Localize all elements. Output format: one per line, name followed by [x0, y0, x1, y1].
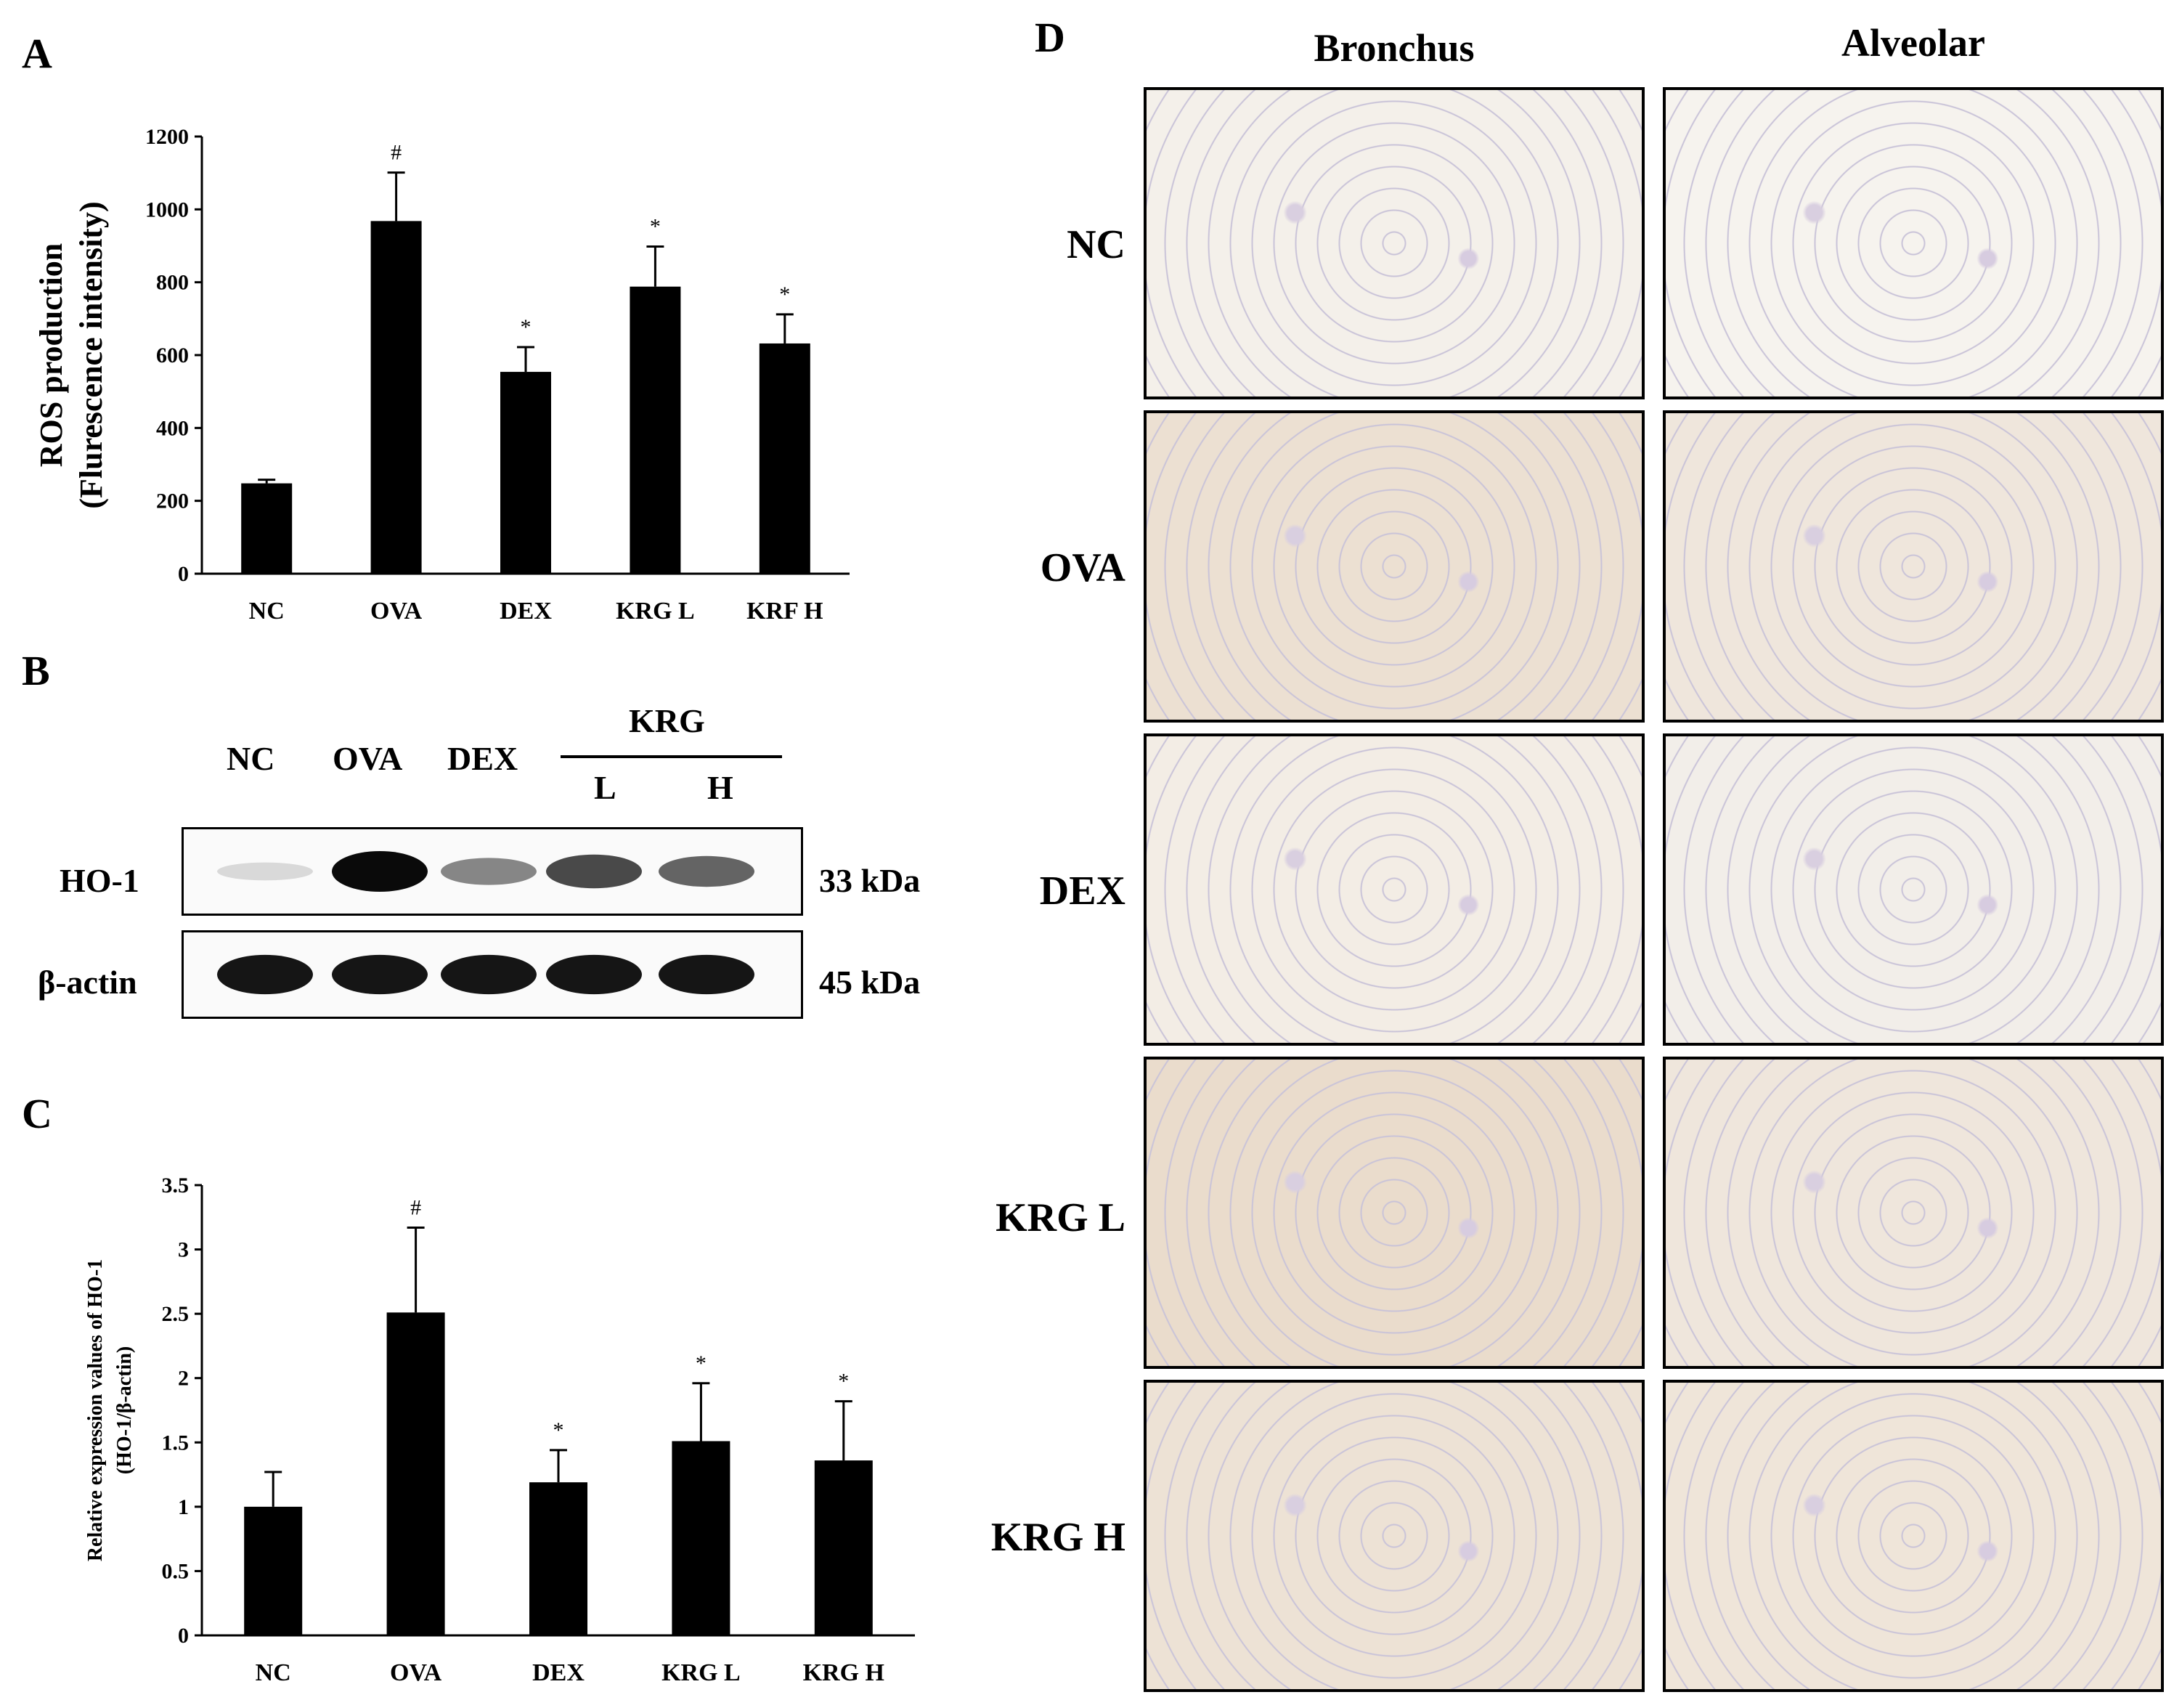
bar-nc [241, 483, 293, 574]
histology-image-dex-bronchus [1144, 733, 1645, 1046]
significance-marker: * [553, 1418, 564, 1442]
blot-lane-nc: NC [227, 740, 275, 777]
blot-band [441, 858, 537, 885]
histology-image-ova-alveolar [1663, 410, 2164, 723]
histology-image-krg-l-alveolar [1663, 1057, 2164, 1369]
x-category-label: NC [249, 598, 285, 625]
significance-marker: # [410, 1195, 421, 1219]
x-category-label: DEX [500, 598, 552, 625]
ros-bar-chart: 0 200 400 600 800 1000 1200 NC # OVA * DEX * KRG L * KR… [33, 125, 850, 625]
blot-size-ho1: 33 kDa [819, 862, 921, 899]
bar-krf-h [759, 343, 810, 574]
x-category-label: KRG L [661, 1659, 741, 1686]
blot-band [546, 954, 642, 995]
significance-marker: * [696, 1351, 707, 1375]
histology-image-nc-alveolar [1663, 87, 2164, 399]
histology-image-ova-bronchus [1144, 410, 1645, 723]
y-axis-label-units: (Flurescence intensity) [73, 201, 109, 508]
blot-size-actin: 45 kDa [819, 964, 921, 1001]
y-tick-label: 0 [178, 1624, 189, 1648]
blot-band [659, 855, 754, 887]
significance-marker: * [838, 1370, 849, 1394]
y-tick-label: 3.5 [162, 1174, 190, 1197]
bar-krg-l [630, 286, 681, 574]
y-axis-label: Relative expression values of HO-1 [84, 1259, 107, 1561]
column-header-bronchus: Bronchus [1314, 26, 1475, 70]
y-tick-label: 1 [178, 1495, 189, 1519]
x-category-label: KRG L [616, 598, 695, 625]
blot-krg-label: KRG [629, 702, 705, 739]
y-tick-label: 1200 [145, 125, 189, 149]
x-category-label: KRG H [803, 1659, 884, 1686]
y-axis-label: ROS production [33, 243, 69, 468]
y-tick-label: 800 [156, 271, 189, 295]
histology-image-dex-alveolar [1663, 733, 2164, 1046]
y-tick-label: 600 [156, 343, 189, 367]
blot-row-label-actin: β-actin [38, 964, 137, 1001]
y-axis-label-units: (HO-1/β-actin) [113, 1346, 136, 1475]
blot-lane-krg-l: L [594, 769, 616, 806]
ho1-expression-bar-chart: 0 0.5 1 1.5 2 2.5 3 3.5 NC # OVA * DEX * KRG L * KRG H Re… [84, 1174, 915, 1686]
panel-label-a: A [22, 30, 52, 77]
row-label-krg-l: KRG L [996, 1195, 1125, 1240]
bar-krg-l [672, 1441, 730, 1635]
x-category-label: KRF H [746, 598, 823, 625]
blot-band [217, 954, 313, 995]
y-tick-label: 1.5 [162, 1431, 190, 1455]
histology-image-krg-l-bronchus [1144, 1057, 1645, 1369]
blot-membrane-actin [182, 930, 803, 1019]
krg-bracket-line [561, 755, 782, 758]
panel-label-d: D [1035, 14, 1065, 61]
histology-image-nc-bronchus [1144, 87, 1645, 399]
blot-row-label-ho1: HO-1 [60, 862, 139, 899]
blot-band [217, 862, 313, 881]
blot-lane-ova: OVA [333, 740, 403, 777]
y-tick-label: 2 [178, 1367, 189, 1391]
x-category-label: OVA [390, 1659, 442, 1686]
blot-lane-krg-h: H [707, 769, 733, 806]
y-tick-label: 0.5 [162, 1559, 190, 1583]
row-label-dex: DEX [1039, 869, 1125, 914]
row-label-krg-h: KRG H [990, 1515, 1125, 1560]
histology-image-krg-h-alveolar [1663, 1380, 2164, 1692]
blot-band [546, 854, 642, 889]
blot-band [441, 954, 537, 995]
y-tick-label: 1000 [145, 198, 189, 221]
y-tick-label: 200 [156, 489, 189, 513]
y-tick-label: 2.5 [162, 1302, 190, 1326]
bar-ova [386, 1312, 445, 1635]
y-tick-label: 400 [156, 416, 189, 440]
y-tick-label: 0 [178, 562, 189, 586]
y-tick-label: 3 [178, 1238, 189, 1262]
histology-image-krg-h-bronchus [1144, 1380, 1645, 1692]
blot-membrane-ho1 [182, 827, 803, 916]
x-category-label: OVA [370, 598, 423, 625]
column-header-alveolar: Alveolar [1841, 21, 1985, 65]
x-category-label: DEX [532, 1659, 585, 1686]
blot-band [332, 851, 428, 892]
significance-marker: * [521, 315, 532, 339]
bar-krg-h [814, 1460, 873, 1635]
x-category-label: NC [256, 1659, 291, 1686]
bar-nc [244, 1506, 303, 1635]
blot-band [332, 954, 428, 995]
row-label-ova: OVA [1040, 545, 1125, 590]
row-label-nc: NC [1067, 222, 1125, 267]
significance-marker: * [779, 282, 790, 306]
blot-band [659, 954, 754, 995]
panel-label-c: C [22, 1090, 52, 1137]
bar-ova [370, 221, 422, 574]
bar-dex [500, 372, 551, 574]
bar-dex [529, 1482, 587, 1635]
western-blot: NC OVA DEX KRG L H HO-1 β-actin 33 kDa 4… [0, 690, 980, 1038]
panel-label-b: B [22, 647, 50, 694]
significance-marker: * [650, 215, 661, 239]
significance-marker: # [391, 141, 402, 165]
blot-lane-dex: DEX [447, 740, 518, 777]
